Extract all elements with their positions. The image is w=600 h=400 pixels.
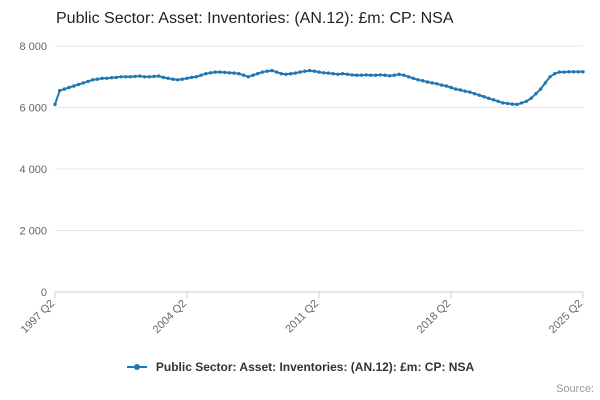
source-label: Source:	[556, 383, 594, 395]
legend-label: Public Sector: Asset: Inventories: (AN.1…	[155, 360, 475, 374]
series-marker-icon	[126, 364, 147, 370]
svg-text:1997 Q2: 1997 Q2	[19, 298, 57, 336]
source-note: Source:	[556, 383, 594, 395]
svg-text:2 000: 2 000	[19, 226, 47, 238]
svg-text:2018 Q2: 2018 Q2	[415, 298, 453, 336]
svg-text:8 000: 8 000	[19, 41, 47, 53]
legend-item[interactable]: Public Sector: Asset: Inventories: (AN.1…	[0, 360, 600, 374]
chart-title: Public Sector: Asset: Inventories: (AN.1…	[56, 10, 454, 27]
svg-text:2004 Q2: 2004 Q2	[151, 298, 189, 336]
svg-text:4 000: 4 000	[19, 164, 47, 176]
svg-text:2011 Q2: 2011 Q2	[283, 298, 321, 336]
line-chart: 0 2 000 4 000 6 000 8 000 1997 Q2 2004 Q2 2011 …	[19, 41, 585, 336]
svg-text:2025 Q2: 2025 Q2	[547, 298, 585, 336]
svg-text:6 000: 6 000	[19, 103, 47, 115]
svg-text:0: 0	[41, 287, 47, 299]
